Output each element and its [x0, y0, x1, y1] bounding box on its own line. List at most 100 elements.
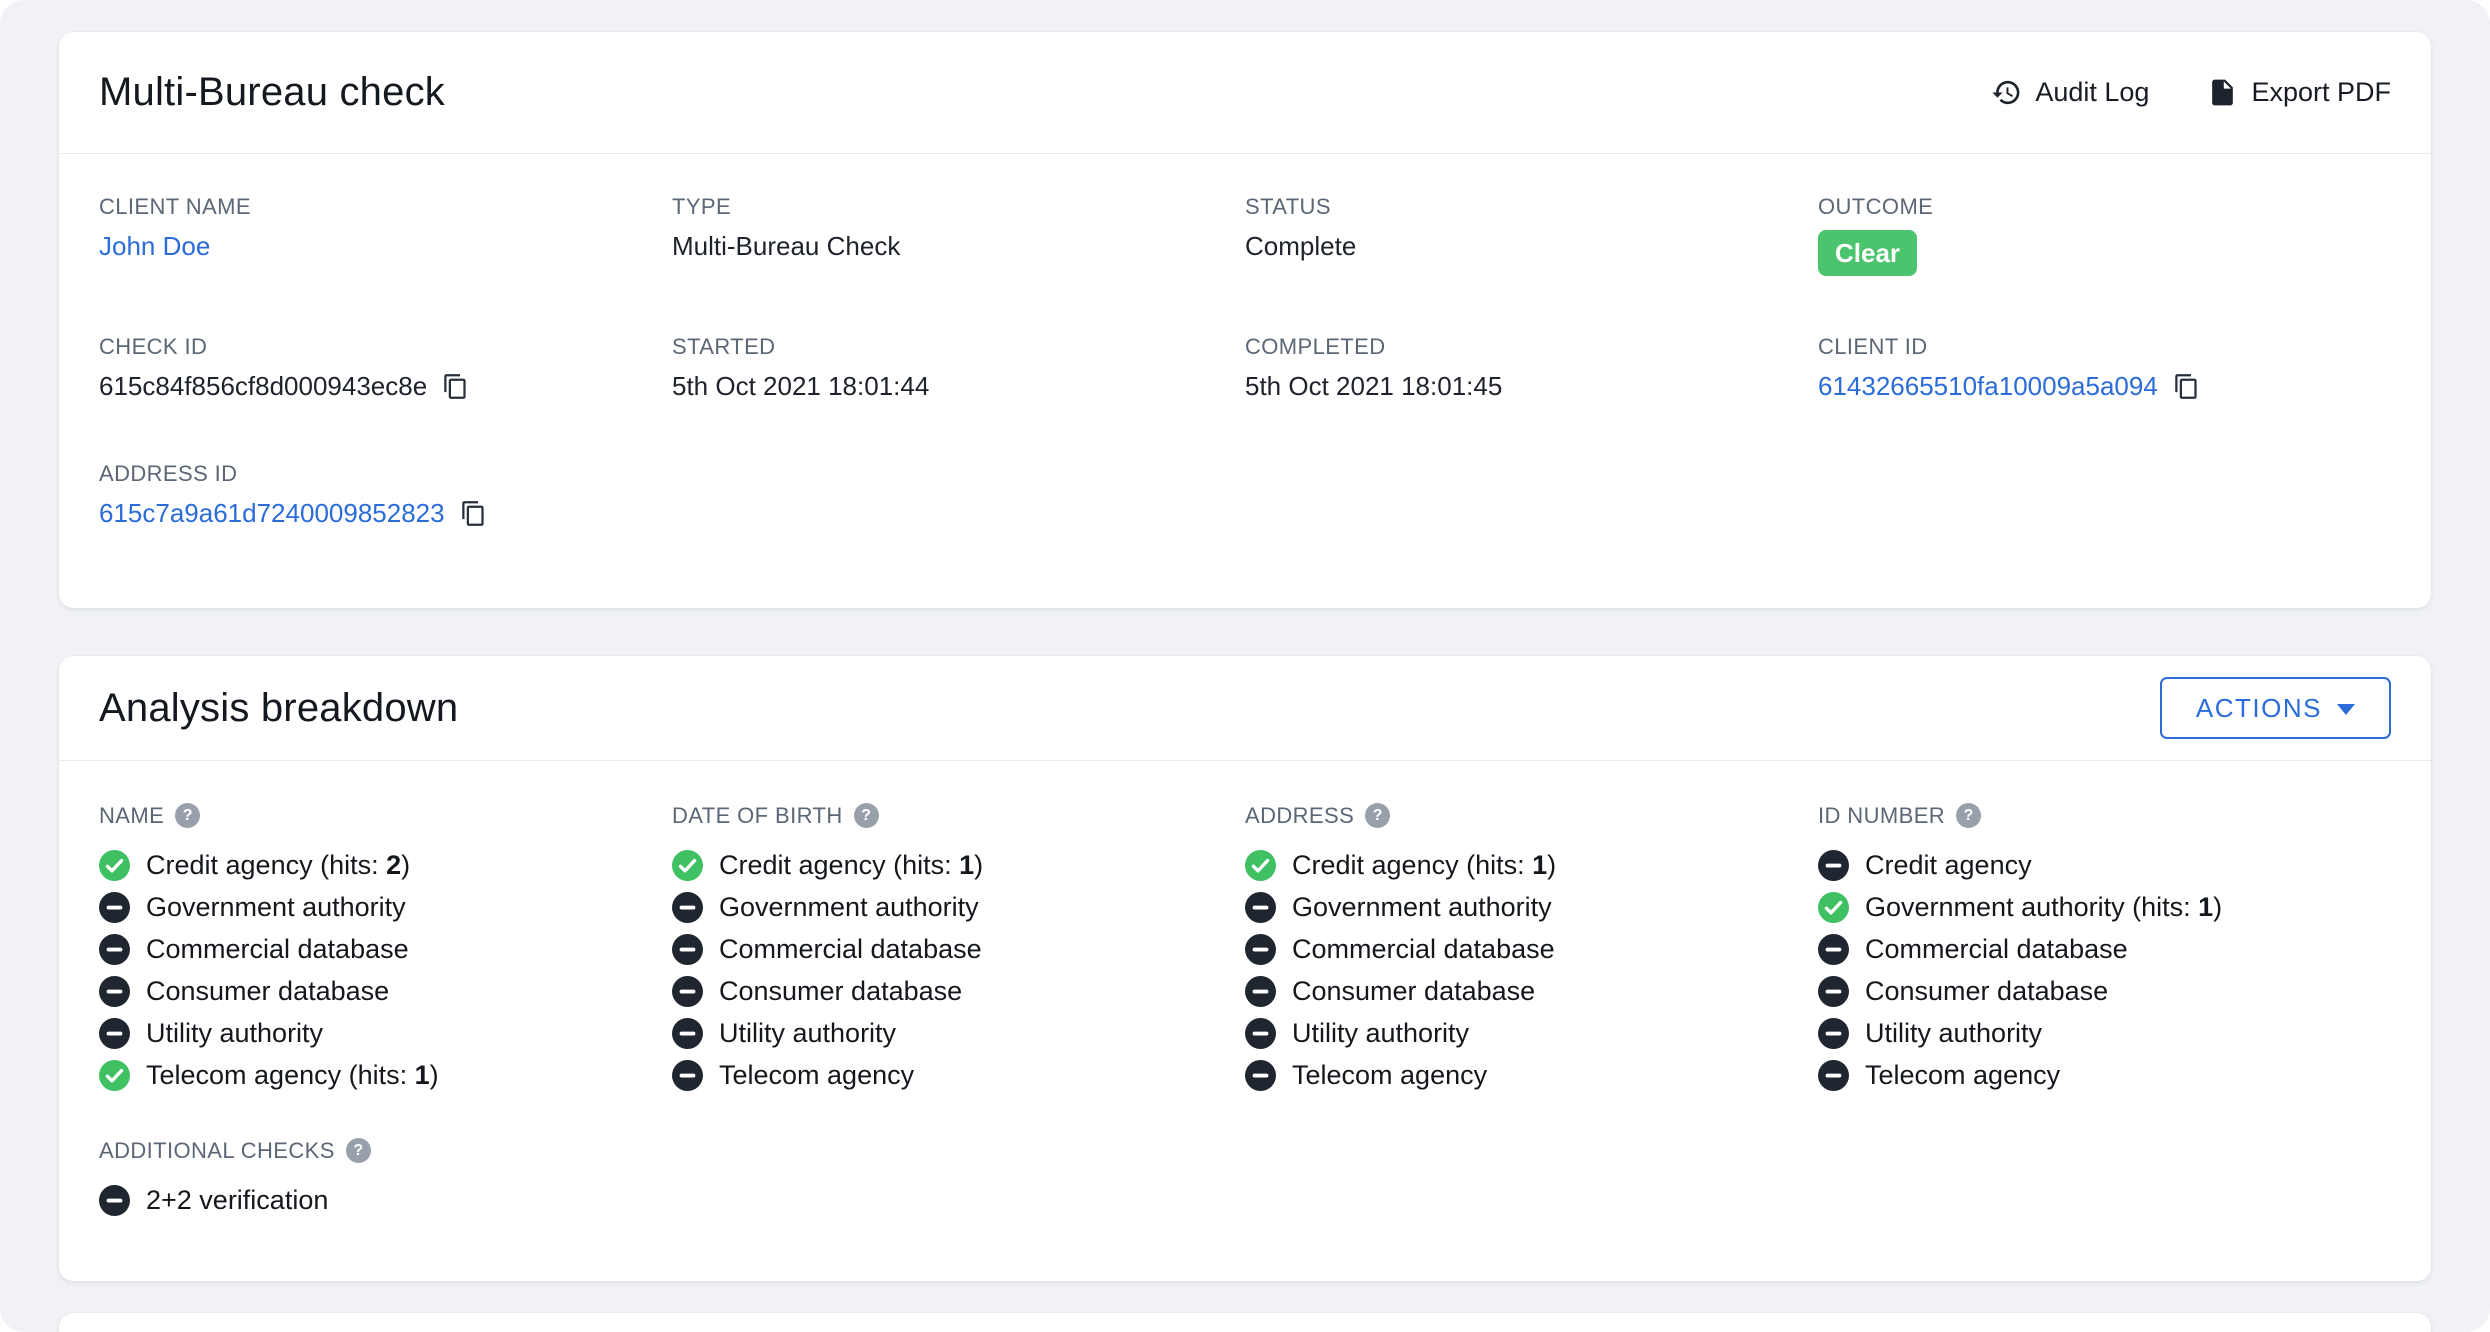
audit-log-button[interactable]: Audit Log: [1991, 77, 2149, 108]
check-card-header-actions: Audit Log Export PDF: [1991, 77, 2391, 108]
column-header: ID NUMBER?: [1818, 803, 2391, 828]
outcome-badge: Clear: [1818, 230, 1918, 276]
help-icon[interactable]: ?: [1956, 803, 1982, 828]
minus-circle-icon: [1818, 1059, 1849, 1091]
help-icon[interactable]: ?: [853, 803, 879, 828]
minus-circle-icon: [1245, 975, 1276, 1007]
history-icon: [1991, 77, 2022, 108]
minus-circle-icon: [672, 975, 703, 1007]
field-value: 5th Oct 2021 18:01:45: [1245, 370, 1818, 403]
source-label: Utility authority: [1865, 1017, 2043, 1048]
source-list: Credit agency (hits: 1) Government author…: [1245, 844, 1818, 1096]
minus-circle-icon: [672, 1059, 703, 1091]
analysis-column-date-of-birth: DATE OF BIRTH? Credit agency (hits: 1) Gov…: [672, 803, 1245, 1221]
column-header: ADDITIONAL CHECKS?: [99, 1138, 672, 1163]
source-item: Consumer database: [99, 970, 672, 1012]
copy-button[interactable]: [460, 500, 487, 527]
minus-circle-icon: [1818, 1017, 1849, 1049]
analysis-column-address: ADDRESS? Credit agency (hits: 1) Governmen…: [1245, 803, 1818, 1221]
source-label: Government authority: [719, 891, 979, 922]
export-pdf-button[interactable]: Export PDF: [2207, 77, 2391, 108]
column-header: NAME?: [99, 803, 672, 828]
source-item: Commercial database: [1818, 928, 2391, 970]
minus-circle-icon: [1245, 1017, 1276, 1049]
field-label: STARTED: [672, 334, 776, 359]
chevron-down-icon: [2337, 704, 2355, 715]
field-value: 61432665510fa10009a5a094: [1818, 370, 2391, 403]
source-label: Telecom agency: [1865, 1059, 2061, 1090]
field-label: CLIENT ID: [1818, 334, 1928, 359]
actions-button[interactable]: ACTIONS: [2159, 677, 2391, 739]
field-value-text: 5th Oct 2021 18:01:44: [672, 371, 930, 401]
minus-circle-icon: [672, 1017, 703, 1049]
check-summary-card: Multi-Bureau check Audit Log Export PDF …: [59, 32, 2431, 608]
client-name-link[interactable]: John Doe: [99, 231, 211, 261]
help-icon[interactable]: ?: [345, 1138, 371, 1163]
source-label: Credit agency (hits: 2): [146, 849, 411, 880]
field-client-id: CLIENT ID 61432665510fa10009a5a094: [1818, 334, 2391, 403]
source-label: Consumer database: [719, 975, 963, 1006]
source-item: Consumer database: [1818, 970, 2391, 1012]
copy-button[interactable]: [442, 373, 469, 400]
source-label: Consumer database: [1865, 975, 2109, 1006]
field-value: 615c84f856cf8d000943ec8e: [99, 370, 672, 403]
source-list: 2+2 verification: [99, 1179, 672, 1221]
field-completed: COMPLETED 5th Oct 2021 18:01:45: [1245, 334, 1818, 403]
field-label: STATUS: [1245, 194, 1331, 219]
minus-circle-icon: [1818, 933, 1849, 965]
actions-button-label: ACTIONS: [2195, 692, 2322, 723]
source-item: Government authority: [672, 886, 1245, 928]
analysis-breakdown-grid: NAME? Credit agency (hits: 2) Government a…: [59, 761, 2431, 1281]
field-value: Multi-Bureau Check: [672, 230, 1245, 263]
source-item: Utility authority: [1245, 1012, 1818, 1054]
field-value: 615c7a9a61d7240009852823: [99, 497, 672, 530]
hits-count: 1: [414, 1059, 430, 1090]
source-item: Utility authority: [1818, 1012, 2391, 1054]
source-item: Telecom agency (hits: 1): [99, 1054, 672, 1096]
analysis-card-header: Analysis breakdown ACTIONS: [59, 656, 2431, 760]
copy-icon: [2173, 373, 2200, 400]
help-icon[interactable]: ?: [1365, 803, 1391, 828]
source-item: Utility authority: [672, 1012, 1245, 1054]
field-value: Clear: [1818, 230, 2391, 276]
source-list: Credit agency (hits: 2) Government author…: [99, 844, 672, 1096]
hits-count: 2: [386, 849, 402, 880]
source-item: Utility authority: [99, 1012, 672, 1054]
minus-circle-icon: [1245, 933, 1276, 965]
pdf-file-icon: [2207, 77, 2238, 108]
copy-button[interactable]: [2173, 373, 2200, 400]
divider: [59, 760, 2431, 761]
export-pdf-label: Export PDF: [2251, 77, 2391, 107]
source-item: Telecom agency: [672, 1054, 1245, 1096]
source-item: Credit agency: [1818, 844, 2391, 886]
field-value: Complete: [1245, 230, 1818, 263]
client-id-link[interactable]: 61432665510fa10009a5a094: [1818, 371, 2158, 401]
minus-circle-icon: [99, 1184, 130, 1216]
source-label: Commercial database: [719, 933, 982, 964]
field-value: 5th Oct 2021 18:01:44: [672, 370, 1245, 403]
source-label: Commercial database: [1865, 933, 2128, 964]
field-label: COMPLETED: [1245, 334, 1386, 359]
source-item: Credit agency (hits: 2): [99, 844, 672, 886]
source-label: Utility authority: [719, 1017, 897, 1048]
source-label: Utility authority: [146, 1017, 324, 1048]
field-value: John Doe: [99, 230, 672, 263]
source-label: 2+2 verification: [146, 1184, 329, 1215]
divider: [59, 153, 2431, 154]
minus-circle-icon: [99, 1017, 130, 1049]
source-item: Telecom agency: [1818, 1054, 2391, 1096]
analysis-card-title: Analysis breakdown: [99, 685, 459, 730]
field-value-text: 5th Oct 2021 18:01:45: [1245, 371, 1503, 401]
help-icon[interactable]: ?: [175, 803, 201, 828]
minus-circle-icon: [1245, 891, 1276, 923]
field-check-id: CHECK ID 615c84f856cf8d000943ec8e: [99, 334, 672, 403]
source-label: Commercial database: [1292, 933, 1555, 964]
column-title: ID NUMBER: [1818, 802, 1946, 828]
minus-circle-icon: [1818, 975, 1849, 1007]
field-value-text: 615c84f856cf8d000943ec8e: [99, 371, 428, 401]
source-item: Credit agency (hits: 1): [672, 844, 1245, 886]
column-title: ADDITIONAL CHECKS: [99, 1137, 335, 1163]
address-id-link[interactable]: 615c7a9a61d7240009852823: [99, 498, 445, 528]
minus-circle-icon: [99, 933, 130, 965]
field-type: TYPE Multi-Bureau Check: [672, 194, 1245, 276]
